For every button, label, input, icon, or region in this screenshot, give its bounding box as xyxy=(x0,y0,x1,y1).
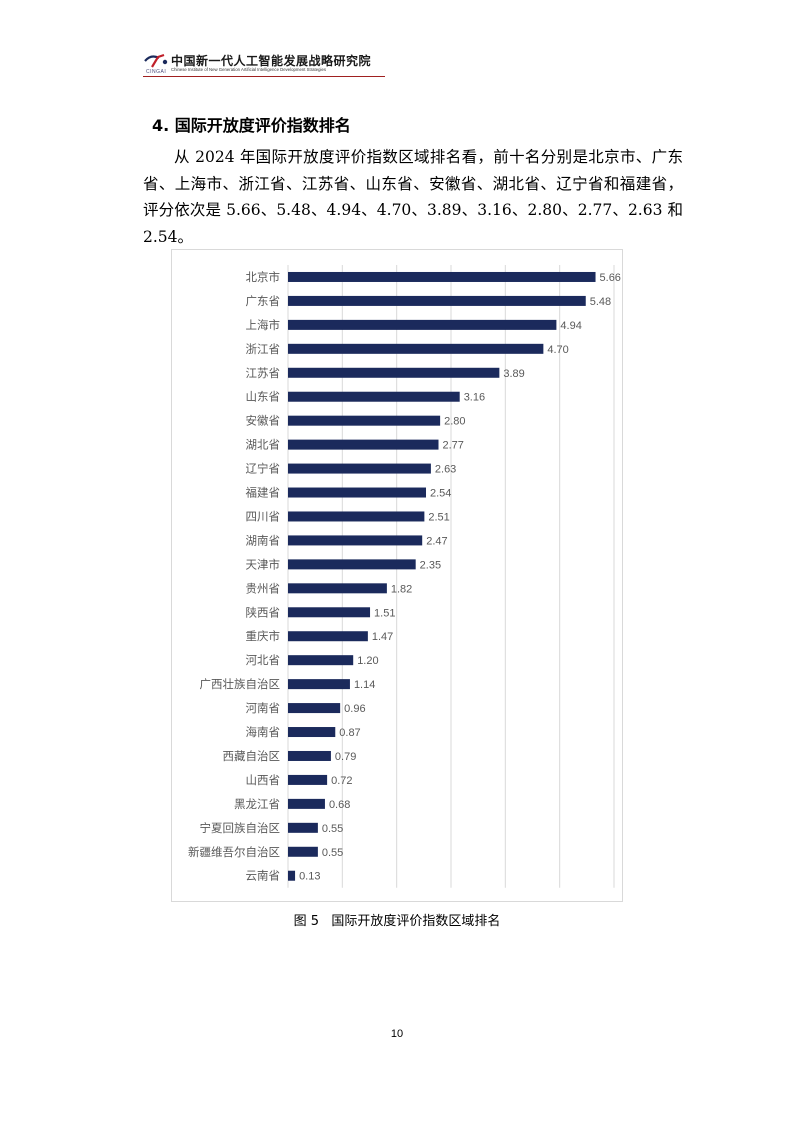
category-label: 广东省 xyxy=(246,294,281,308)
category-label: 湖南省 xyxy=(246,533,281,547)
data-label: 3.89 xyxy=(503,368,524,380)
category-label: 海南省 xyxy=(246,725,281,739)
data-label: 4.70 xyxy=(547,344,568,356)
bar xyxy=(288,655,354,666)
category-label: 江苏省 xyxy=(246,366,281,380)
category-label: 福建省 xyxy=(246,486,281,500)
bar xyxy=(288,798,325,809)
bar xyxy=(288,487,427,498)
header-title: 中国新一代人工智能发展战略研究院 xyxy=(171,54,372,68)
bar xyxy=(288,846,318,857)
data-label: 1.51 xyxy=(374,607,395,619)
category-label: 天津市 xyxy=(246,557,281,571)
bar xyxy=(288,511,425,522)
body-paragraph: 从 2024 年国际开放度评价指数区域排名看，前十名分别是北京市、广东省、上海市… xyxy=(143,148,683,246)
bar xyxy=(288,727,336,738)
bar xyxy=(288,607,371,618)
bar xyxy=(288,559,416,570)
data-label: 1.20 xyxy=(357,655,378,667)
category-label: 黑龙江省 xyxy=(234,797,280,811)
category-label: 河北省 xyxy=(246,653,281,667)
data-label: 2.35 xyxy=(420,559,441,571)
bar xyxy=(288,822,318,833)
data-label: 1.82 xyxy=(391,583,412,595)
bar xyxy=(288,415,441,426)
bar xyxy=(288,391,460,402)
data-label: 1.14 xyxy=(354,679,375,691)
data-label: 0.13 xyxy=(299,871,320,883)
category-label: 湖北省 xyxy=(246,438,281,452)
category-label: 北京市 xyxy=(246,270,281,284)
bar xyxy=(288,343,544,354)
category-label: 上海市 xyxy=(246,318,281,332)
category-label: 新疆维吾尔自治区 xyxy=(188,845,280,859)
category-label: 山东省 xyxy=(246,390,281,404)
figure-caption: 图 5 国际开放度评价指数区域排名 xyxy=(293,914,501,929)
bar xyxy=(288,367,500,378)
category-label: 云南省 xyxy=(246,869,281,883)
bar-chart: 北京市 5.66 广东省 5.48 上海市 4.94 浙江省 4.70 江苏省 3.89 山东省 3.… xyxy=(188,265,621,888)
category-label: 四川省 xyxy=(246,509,281,523)
category-label: 西藏自治区 xyxy=(223,749,281,763)
data-label: 0.87 xyxy=(339,727,360,739)
data-label: 5.66 xyxy=(600,272,621,284)
institute-logo-icon xyxy=(144,53,168,68)
data-label: 2.77 xyxy=(443,440,464,452)
data-label: 2.63 xyxy=(435,464,456,476)
data-label: 0.79 xyxy=(335,751,356,763)
data-label: 0.96 xyxy=(344,703,365,715)
category-label: 安徽省 xyxy=(246,414,281,428)
data-label: 0.72 xyxy=(331,775,352,787)
header-divider xyxy=(143,76,385,77)
category-label: 浙江省 xyxy=(246,342,281,356)
data-label: 2.51 xyxy=(428,511,449,523)
data-label: 1.47 xyxy=(372,631,393,643)
bar xyxy=(288,319,557,330)
page-header: CINGAI 中国新一代人工智能发展战略研究院 Chinese Institut… xyxy=(143,50,385,78)
bar xyxy=(288,295,586,306)
data-label: 2.80 xyxy=(444,416,465,428)
bar xyxy=(288,750,331,761)
data-label: 2.47 xyxy=(426,535,447,547)
category-label: 重庆市 xyxy=(246,629,281,643)
category-label: 辽宁省 xyxy=(246,462,281,476)
category-label: 广西壮族自治区 xyxy=(200,677,281,691)
header-subtitle: Chinese Institute of New Generation Arti… xyxy=(171,67,327,72)
data-label: 0.68 xyxy=(329,799,350,811)
data-label: 5.48 xyxy=(590,296,611,308)
bar xyxy=(288,703,341,714)
category-label: 陕西省 xyxy=(246,605,281,619)
chart-frame: 北京市 5.66 广东省 5.48 上海市 4.94 浙江省 4.70 江苏省 3.89 山东省 3.… xyxy=(171,249,623,902)
category-label: 河南省 xyxy=(246,701,281,715)
bar xyxy=(288,535,423,546)
bar xyxy=(288,774,328,785)
data-label: 0.55 xyxy=(322,847,343,859)
bar xyxy=(288,679,350,690)
logo-text: CINGAI xyxy=(146,69,167,75)
bar xyxy=(288,583,387,594)
section-heading: 4. 国际开放度评价指数排名 xyxy=(152,116,351,135)
bar xyxy=(288,439,439,450)
bar xyxy=(288,870,296,881)
category-label: 山西省 xyxy=(246,773,281,787)
bar xyxy=(288,463,431,474)
data-label: 2.54 xyxy=(430,488,451,500)
category-label: 宁夏回族自治区 xyxy=(200,821,281,835)
page-number: 10 xyxy=(390,1028,404,1040)
category-label: 贵州省 xyxy=(246,581,281,595)
bar xyxy=(288,631,368,642)
data-label: 3.16 xyxy=(464,392,485,404)
data-label: 0.55 xyxy=(322,823,343,835)
data-label: 4.94 xyxy=(560,320,581,332)
bar xyxy=(288,271,596,282)
